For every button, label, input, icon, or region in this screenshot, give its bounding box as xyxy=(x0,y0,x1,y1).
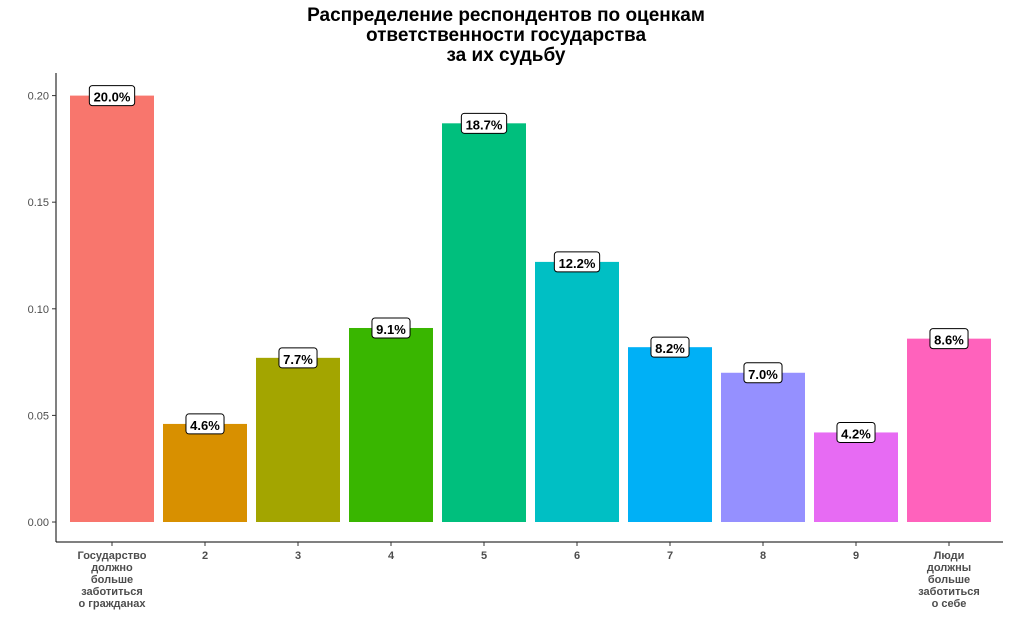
svg-text:9.1%: 9.1% xyxy=(376,322,406,337)
data-label: 8.6% xyxy=(929,328,969,350)
y-tick-label: 0.15 xyxy=(28,197,49,209)
x-tick-label: 4 xyxy=(388,550,395,562)
data-label: 8.2% xyxy=(650,336,690,358)
bar xyxy=(814,432,898,522)
y-tick-label: 0.10 xyxy=(28,304,49,316)
x-tick-label: 7 xyxy=(667,550,673,562)
data-label: 4.6% xyxy=(185,413,225,435)
x-tick-label: Люди должны больше заботиться о себе xyxy=(918,550,980,610)
bar xyxy=(163,423,247,522)
svg-text:20.0%: 20.0% xyxy=(94,90,131,105)
x-tick-label: 6 xyxy=(574,550,580,562)
y-tick-label: 0.00 xyxy=(28,517,49,529)
x-tick-label: 2 xyxy=(202,550,208,562)
svg-text:8.6%: 8.6% xyxy=(934,333,964,348)
data-label: 20.0% xyxy=(88,85,136,107)
svg-text:12.2%: 12.2% xyxy=(559,256,596,271)
x-tick-label: Государство должно больше заботиться о гражд… xyxy=(78,550,147,610)
svg-text:4.6%: 4.6% xyxy=(190,418,220,433)
bar xyxy=(721,372,805,522)
bar xyxy=(907,338,991,522)
data-label: 12.2% xyxy=(553,251,601,273)
x-tick-label: 3 xyxy=(295,550,301,562)
y-tick-label: 0.05 xyxy=(28,410,49,422)
svg-text:7.0%: 7.0% xyxy=(748,367,778,382)
bar xyxy=(442,123,526,522)
svg-text:8.2%: 8.2% xyxy=(655,341,685,356)
data-label: 9.1% xyxy=(371,317,411,339)
x-tick-label: 9 xyxy=(853,550,859,562)
bar xyxy=(256,357,340,522)
bar xyxy=(349,327,433,522)
data-label: 18.7% xyxy=(460,112,508,134)
data-label: 7.7% xyxy=(278,347,318,369)
bar xyxy=(70,95,154,522)
chart-title: Распределение респондентов по оценкам от… xyxy=(0,6,1012,66)
x-tick-label: 5 xyxy=(481,550,487,562)
x-tick-label: 8 xyxy=(760,550,766,562)
svg-text:4.2%: 4.2% xyxy=(841,426,871,441)
bar xyxy=(628,347,712,522)
svg-text:18.7%: 18.7% xyxy=(466,117,503,132)
bar xyxy=(535,261,619,522)
data-label: 4.2% xyxy=(836,421,876,443)
chart-title-line-3: за их судьбу xyxy=(446,45,566,66)
chart-title-line-1: Распределение респондентов по оценкам xyxy=(307,5,705,26)
y-tick-label: 0.20 xyxy=(28,91,49,103)
data-label: 7.0% xyxy=(743,362,783,384)
svg-text:7.7%: 7.7% xyxy=(283,352,313,367)
chart-title-line-2: ответственности государства xyxy=(365,25,647,46)
